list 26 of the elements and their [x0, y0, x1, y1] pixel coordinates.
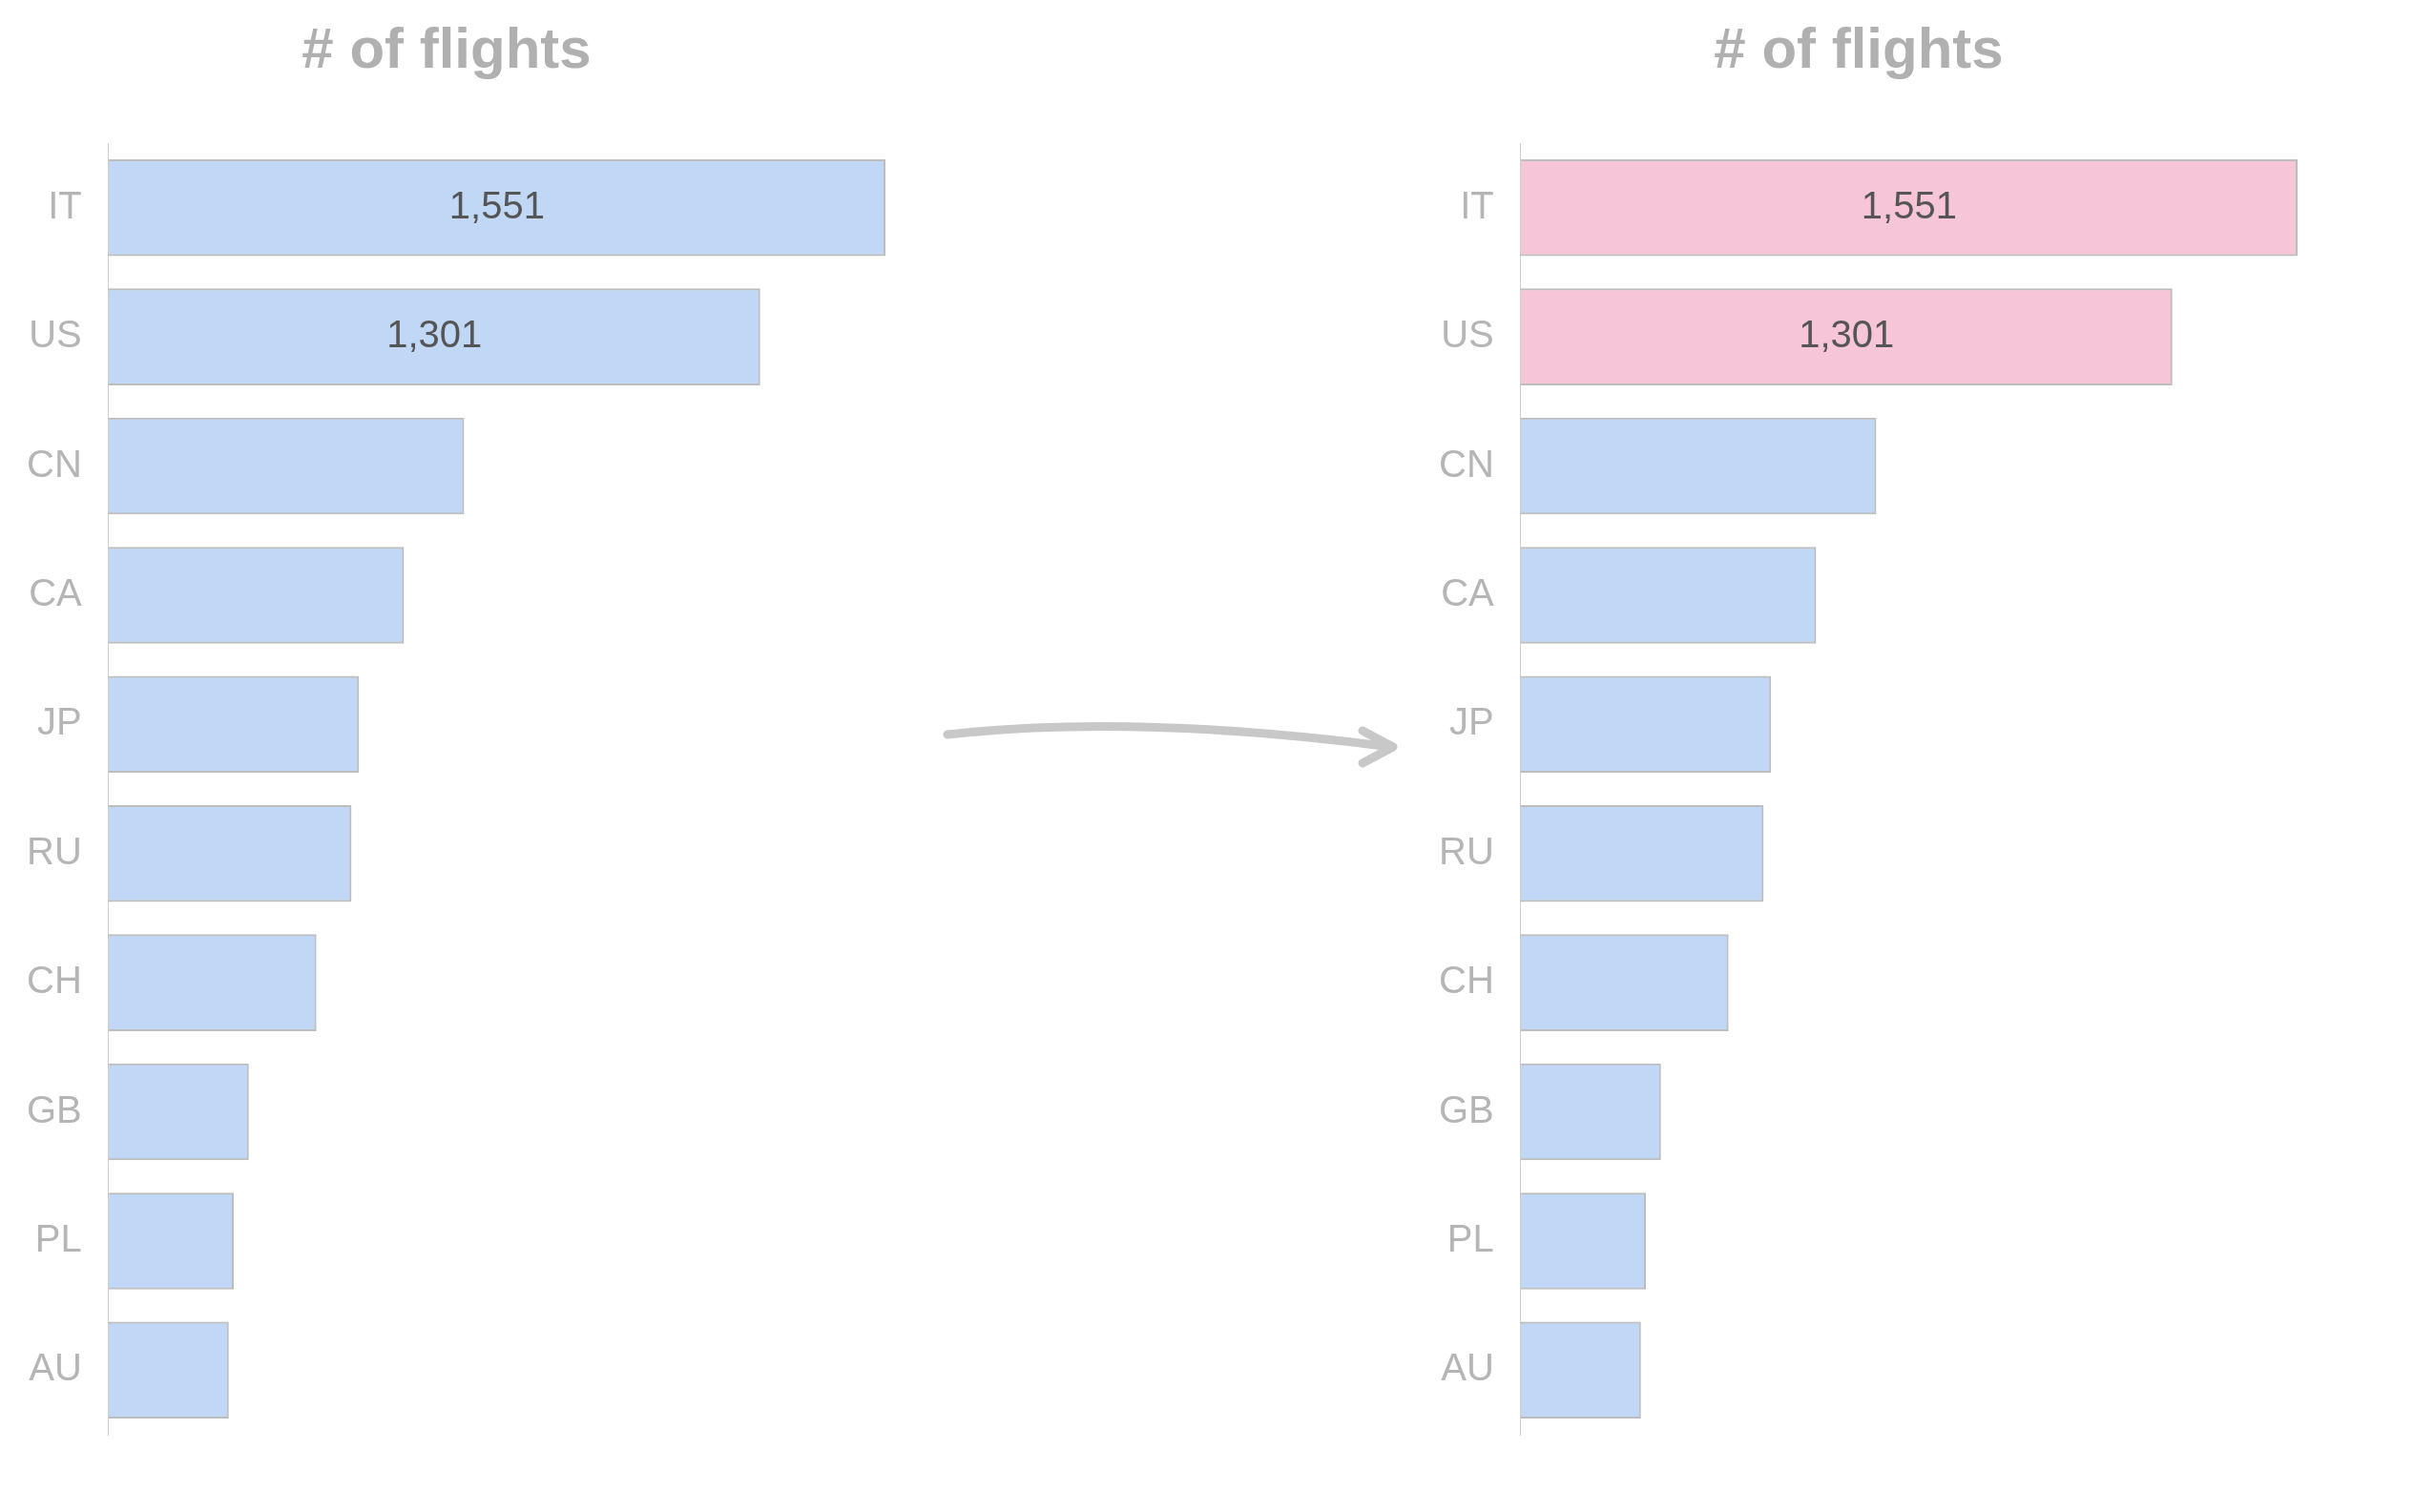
- y-tick-label: CN: [27, 442, 82, 485]
- chart-title: # of flights: [1714, 15, 2004, 80]
- y-tick-label: AU: [29, 1346, 82, 1389]
- y-tick-label: CH: [27, 959, 82, 1002]
- y-tick-label: RU: [27, 829, 82, 872]
- y-tick-label: US: [29, 313, 82, 356]
- data-label: 1,301: [1799, 313, 1895, 356]
- data-label: 1,551: [448, 183, 545, 226]
- y-tick-label: JP: [1449, 700, 1494, 743]
- y-tick-label: JP: [37, 700, 82, 743]
- y-tick-label: CH: [1439, 959, 1494, 1002]
- y-tick-label: CN: [1439, 442, 1494, 485]
- y-tick-label: US: [1441, 313, 1494, 356]
- y-tick-label: GB: [1439, 1087, 1494, 1130]
- y-tick-label: PL: [1446, 1216, 1494, 1259]
- data-label: 1,301: [386, 313, 483, 356]
- y-tick-label: CA: [1441, 570, 1495, 613]
- y-tick-label: CA: [29, 570, 83, 613]
- chart-title: # of flights: [302, 15, 592, 80]
- y-tick-label: IT: [48, 183, 82, 226]
- y-tick-label: GB: [27, 1087, 82, 1130]
- y-tick-label: PL: [34, 1216, 82, 1259]
- y-tick-label: IT: [1460, 183, 1494, 226]
- y-tick-label: RU: [1439, 829, 1494, 872]
- data-label: 1,551: [1861, 183, 1957, 226]
- y-tick-label: AU: [1441, 1346, 1494, 1389]
